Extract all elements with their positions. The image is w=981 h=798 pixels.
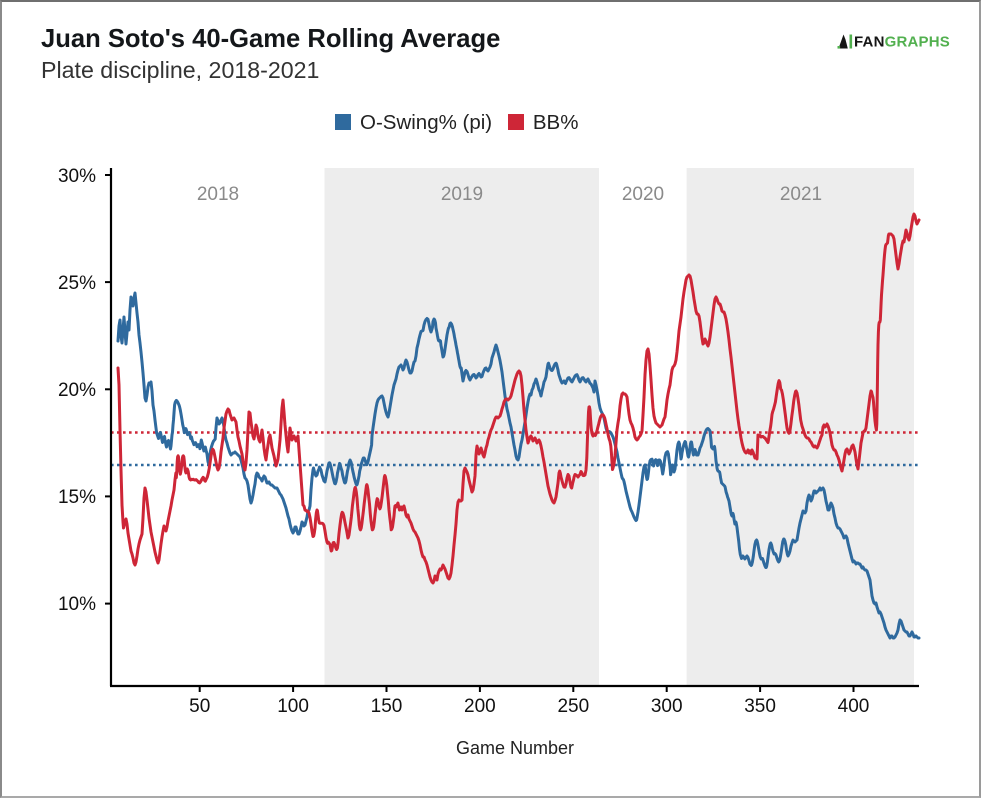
svg-text:350: 350	[744, 696, 776, 717]
svg-text:200: 200	[464, 696, 496, 717]
svg-text:50: 50	[189, 696, 210, 717]
svg-text:100: 100	[277, 696, 309, 717]
svg-text:250: 250	[557, 696, 589, 717]
svg-text:400: 400	[838, 696, 870, 717]
svg-text:30%: 30%	[58, 166, 96, 187]
svg-text:150: 150	[371, 696, 403, 717]
svg-text:15%: 15%	[58, 487, 96, 508]
svg-text:2020: 2020	[622, 184, 664, 205]
svg-text:25%: 25%	[58, 273, 96, 294]
svg-text:2018: 2018	[197, 184, 239, 205]
svg-text:2019: 2019	[441, 184, 483, 205]
svg-text:10%: 10%	[58, 594, 96, 615]
svg-text:300: 300	[651, 696, 683, 717]
svg-text:2021: 2021	[780, 184, 822, 205]
svg-text:20%: 20%	[58, 380, 96, 401]
